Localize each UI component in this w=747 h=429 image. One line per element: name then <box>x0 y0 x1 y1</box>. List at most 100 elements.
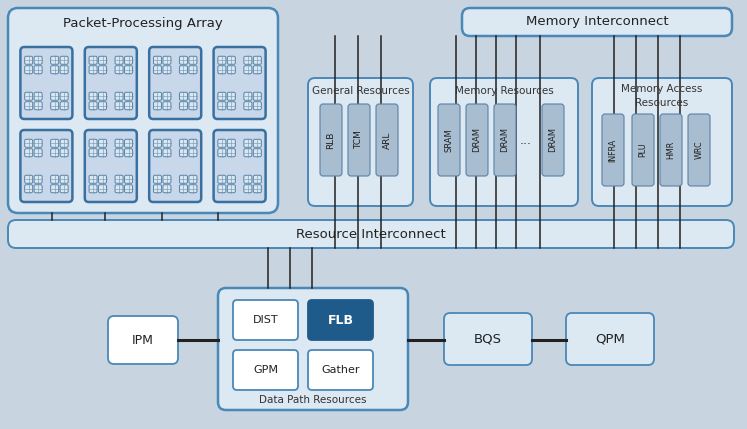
FancyBboxPatch shape <box>115 139 123 147</box>
Text: DRAM: DRAM <box>548 127 557 152</box>
FancyBboxPatch shape <box>149 130 201 202</box>
FancyBboxPatch shape <box>244 102 252 110</box>
FancyBboxPatch shape <box>99 139 107 147</box>
FancyBboxPatch shape <box>163 66 171 74</box>
Text: Gather: Gather <box>321 365 360 375</box>
FancyBboxPatch shape <box>189 66 197 74</box>
FancyBboxPatch shape <box>592 78 732 206</box>
Text: QPM: QPM <box>595 332 625 345</box>
Text: IPM: IPM <box>132 333 154 347</box>
FancyBboxPatch shape <box>25 139 33 147</box>
Text: Memory Access
Resources: Memory Access Resources <box>622 85 703 108</box>
Text: GPM: GPM <box>253 365 278 375</box>
FancyBboxPatch shape <box>660 114 682 186</box>
FancyBboxPatch shape <box>227 56 235 64</box>
FancyBboxPatch shape <box>308 300 373 340</box>
FancyBboxPatch shape <box>51 56 59 64</box>
FancyBboxPatch shape <box>99 102 107 110</box>
FancyBboxPatch shape <box>253 66 261 74</box>
FancyBboxPatch shape <box>218 139 226 147</box>
FancyBboxPatch shape <box>494 104 516 176</box>
FancyBboxPatch shape <box>51 149 59 157</box>
FancyBboxPatch shape <box>189 175 197 183</box>
FancyBboxPatch shape <box>60 149 68 157</box>
FancyBboxPatch shape <box>34 56 42 64</box>
FancyBboxPatch shape <box>60 56 68 64</box>
FancyBboxPatch shape <box>115 102 123 110</box>
FancyBboxPatch shape <box>89 139 97 147</box>
FancyBboxPatch shape <box>218 288 408 410</box>
FancyBboxPatch shape <box>566 313 654 365</box>
FancyBboxPatch shape <box>227 185 235 193</box>
FancyBboxPatch shape <box>253 149 261 157</box>
FancyBboxPatch shape <box>25 92 33 100</box>
FancyBboxPatch shape <box>189 139 197 147</box>
FancyBboxPatch shape <box>85 47 137 119</box>
FancyBboxPatch shape <box>244 185 252 193</box>
FancyBboxPatch shape <box>218 66 226 74</box>
FancyBboxPatch shape <box>89 56 97 64</box>
Text: DRAM: DRAM <box>500 127 509 152</box>
FancyBboxPatch shape <box>89 185 97 193</box>
FancyBboxPatch shape <box>99 175 107 183</box>
FancyBboxPatch shape <box>218 175 226 183</box>
FancyBboxPatch shape <box>89 175 97 183</box>
FancyBboxPatch shape <box>233 350 298 390</box>
FancyBboxPatch shape <box>25 175 33 183</box>
FancyBboxPatch shape <box>51 102 59 110</box>
FancyBboxPatch shape <box>34 102 42 110</box>
FancyBboxPatch shape <box>125 102 132 110</box>
FancyBboxPatch shape <box>25 185 33 193</box>
FancyBboxPatch shape <box>376 104 398 176</box>
FancyBboxPatch shape <box>227 102 235 110</box>
FancyBboxPatch shape <box>99 185 107 193</box>
Text: FLB: FLB <box>327 314 353 326</box>
FancyBboxPatch shape <box>179 185 187 193</box>
FancyBboxPatch shape <box>189 185 197 193</box>
FancyBboxPatch shape <box>244 92 252 100</box>
FancyBboxPatch shape <box>60 175 68 183</box>
FancyBboxPatch shape <box>99 149 107 157</box>
FancyBboxPatch shape <box>115 56 123 64</box>
FancyBboxPatch shape <box>153 102 161 110</box>
FancyBboxPatch shape <box>179 139 187 147</box>
FancyBboxPatch shape <box>125 175 132 183</box>
FancyBboxPatch shape <box>153 56 161 64</box>
Text: DRAM: DRAM <box>473 127 482 152</box>
FancyBboxPatch shape <box>153 66 161 74</box>
FancyBboxPatch shape <box>179 149 187 157</box>
FancyBboxPatch shape <box>34 175 42 183</box>
FancyBboxPatch shape <box>244 175 252 183</box>
Text: PLU: PLU <box>639 142 648 157</box>
FancyBboxPatch shape <box>163 139 171 147</box>
FancyBboxPatch shape <box>438 104 460 176</box>
FancyBboxPatch shape <box>227 139 235 147</box>
FancyBboxPatch shape <box>99 92 107 100</box>
FancyBboxPatch shape <box>163 175 171 183</box>
Text: BQS: BQS <box>474 332 502 345</box>
FancyBboxPatch shape <box>227 66 235 74</box>
FancyBboxPatch shape <box>244 56 252 64</box>
FancyBboxPatch shape <box>253 56 261 64</box>
FancyBboxPatch shape <box>153 175 161 183</box>
FancyBboxPatch shape <box>632 114 654 186</box>
FancyBboxPatch shape <box>189 56 197 64</box>
FancyBboxPatch shape <box>218 92 226 100</box>
FancyBboxPatch shape <box>320 104 342 176</box>
FancyBboxPatch shape <box>466 104 488 176</box>
FancyBboxPatch shape <box>444 313 532 365</box>
FancyBboxPatch shape <box>89 92 97 100</box>
FancyBboxPatch shape <box>214 47 266 119</box>
FancyBboxPatch shape <box>20 130 72 202</box>
FancyBboxPatch shape <box>308 350 373 390</box>
FancyBboxPatch shape <box>25 56 33 64</box>
FancyBboxPatch shape <box>115 175 123 183</box>
FancyBboxPatch shape <box>125 56 132 64</box>
FancyBboxPatch shape <box>25 102 33 110</box>
FancyBboxPatch shape <box>99 56 107 64</box>
FancyBboxPatch shape <box>244 66 252 74</box>
FancyBboxPatch shape <box>51 66 59 74</box>
FancyBboxPatch shape <box>51 139 59 147</box>
FancyBboxPatch shape <box>253 175 261 183</box>
Text: TCM: TCM <box>355 130 364 149</box>
